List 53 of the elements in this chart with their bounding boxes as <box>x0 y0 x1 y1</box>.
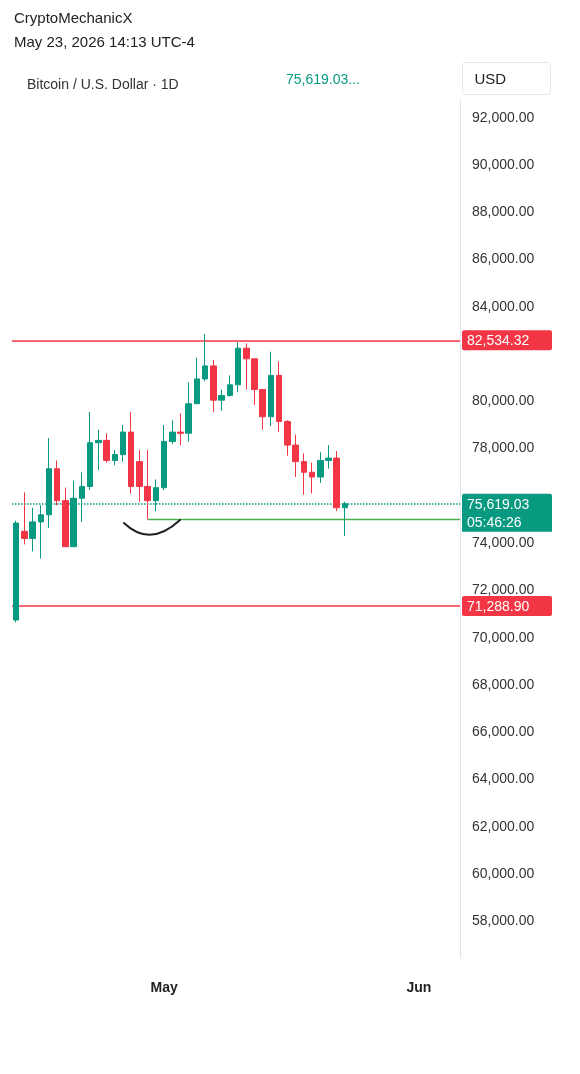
ref-line-label: 71,288.90 <box>467 598 530 615</box>
y-tick-label: 62,000.00 <box>472 817 535 834</box>
y-tick-label: 72,000.00 <box>472 581 535 598</box>
x-tick-label: Jun <box>406 979 432 995</box>
candlestick <box>128 411 134 495</box>
candlestick <box>112 449 118 466</box>
candlestick <box>177 412 184 446</box>
candlestick <box>210 359 217 413</box>
candlestick <box>87 411 93 491</box>
ref-line-label: 75,619.03 <box>467 495 530 512</box>
y-tick-label: 88,000.00 <box>472 203 535 220</box>
candlestick <box>333 450 340 512</box>
x-tick-label: May <box>150 979 178 995</box>
candlestick <box>13 520 19 623</box>
candlestick <box>276 360 282 433</box>
candlestick <box>120 424 126 463</box>
candlestick <box>161 424 167 491</box>
y-tick-label: 90,000.00 <box>472 155 535 172</box>
y-tick-label: 58,000.00 <box>472 912 535 929</box>
y-tick-label: 84,000.00 <box>472 297 535 314</box>
candlestick <box>169 419 176 445</box>
text: 05:46:26 <box>467 513 522 530</box>
y-tick-label: 60,000.00 <box>472 864 535 881</box>
y-tick-label: 74,000.00 <box>472 534 535 550</box>
candlestick <box>21 491 28 545</box>
candlestick <box>301 452 307 496</box>
candlestick <box>29 507 36 552</box>
candlestick <box>185 381 192 443</box>
y-axis-title: USD <box>474 69 507 87</box>
candlestick <box>227 374 233 398</box>
y-tick-label: 64,000.00 <box>472 770 535 787</box>
candlestick <box>268 351 274 427</box>
y-tick-label: 86,000.00 <box>472 250 535 267</box>
candlestick <box>235 341 241 393</box>
candlestick <box>194 357 200 405</box>
candlestick <box>95 429 102 471</box>
y-tick-label: 78,000.00 <box>472 439 535 456</box>
y-tick-label: 68,000.00 <box>472 675 535 692</box>
y-tick-label: 80,000.00 <box>472 392 535 409</box>
y-tick-label: 92,000.00 <box>472 108 535 125</box>
candlestick <box>309 462 315 495</box>
text: 75,619.03... <box>286 71 360 87</box>
candlestick <box>103 432 110 464</box>
chart-title: Bitcoin / U.S. Dollar · 1D <box>27 76 179 92</box>
candlestick <box>218 389 225 412</box>
text: May 23, 2026 14:13 UTC-4 <box>14 33 195 50</box>
y-tick-label: 70,000.00 <box>472 628 535 645</box>
candlestick <box>54 459 60 506</box>
candlestick <box>202 333 208 382</box>
chart-subtitle: CryptoMechanicX <box>14 9 133 26</box>
y-tick-label: 66,000.00 <box>472 723 535 740</box>
ref-line-label: 82,534.32 <box>467 332 530 349</box>
candlestick <box>62 487 69 548</box>
